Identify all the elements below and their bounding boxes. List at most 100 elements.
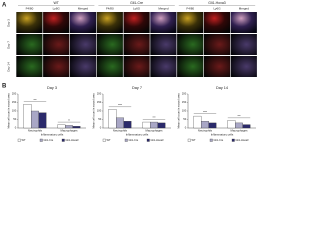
x-tick-label: Neutrophils — [28, 129, 43, 133]
micrograph — [43, 34, 70, 55]
bar — [38, 112, 47, 129]
legend-label: Gli1-Cre — [44, 138, 54, 142]
legend-swatch — [39, 138, 43, 142]
micrograph — [123, 56, 150, 77]
micrograph — [43, 12, 70, 33]
bar — [227, 120, 236, 129]
significance-label: **** — [118, 103, 122, 107]
channel-title: Ly6G — [133, 6, 141, 10]
channel-title: Ly6G — [53, 6, 61, 10]
micrograph — [69, 12, 97, 33]
micrograph — [96, 12, 123, 33]
legend-label: WT — [192, 138, 196, 142]
legend-label: Gli1-Hoxa3 — [66, 138, 80, 142]
y-tick-label: 150 — [182, 100, 187, 104]
chart-title: Day 3 — [47, 86, 57, 90]
y-tick-label: 0 — [100, 126, 102, 130]
chart-title: Day 14 — [216, 86, 228, 90]
legend-swatch — [61, 138, 65, 142]
micrograph — [177, 12, 204, 33]
significance-label: **** — [203, 110, 207, 114]
y-tick-label: 200 — [97, 92, 102, 96]
y-axis-label: Mean cell count in wound area — [92, 93, 96, 129]
channel-title: Ly6G — [213, 6, 221, 10]
y-tick-label: 150 — [12, 100, 17, 104]
y-tick-label: 100 — [12, 109, 17, 113]
y-tick-label: 200 — [182, 92, 187, 96]
bar — [57, 124, 66, 129]
micrograph — [123, 12, 150, 33]
channel-title: Merged — [78, 6, 89, 10]
micrograph — [16, 34, 43, 55]
y-tick-label: 0 — [185, 126, 187, 130]
micrograph — [230, 56, 257, 77]
micrograph — [177, 34, 204, 55]
micrograph — [203, 12, 231, 33]
channel-title: F4/80 — [186, 6, 194, 10]
micrograph — [96, 56, 123, 77]
bar — [108, 109, 117, 129]
x-tick-label: Macrophages — [231, 129, 249, 133]
bar — [23, 104, 32, 129]
legend-label: WT — [22, 138, 26, 142]
y-axis-label: Mean cell count in wound area — [177, 93, 181, 129]
y-tick-label: 50 — [13, 117, 16, 121]
x-axis-label: Inflammatory cells — [126, 133, 149, 137]
y-tick-label: 0 — [15, 126, 17, 130]
micrograph — [150, 34, 177, 55]
micrograph — [230, 34, 257, 55]
row-label: Day 3 — [6, 19, 10, 27]
legend-swatch — [124, 138, 128, 142]
legend-swatch — [187, 138, 191, 142]
bar — [201, 121, 209, 129]
channel-title: Merged — [158, 6, 169, 10]
row-label: Day 7 — [6, 41, 10, 49]
micrograph — [69, 56, 97, 77]
micrograph — [203, 34, 231, 55]
y-tick-label: 150 — [97, 100, 102, 104]
row-label: Day 14 — [6, 62, 10, 72]
group-title: Gli1-Cre — [130, 1, 143, 5]
micrograph — [96, 34, 123, 55]
y-tick-label: 50 — [183, 117, 186, 121]
legend-swatch — [146, 138, 150, 142]
micrograph — [69, 34, 97, 55]
x-axis-label: Inflammatory cells — [211, 133, 234, 137]
y-tick-label: 50 — [98, 117, 101, 121]
legend-label: WT — [107, 138, 111, 142]
significance-label: ** — [68, 118, 70, 122]
panel-label: A — [2, 3, 7, 9]
bar — [31, 110, 39, 129]
group-title: WT — [53, 1, 59, 5]
y-tick-label: 200 — [12, 92, 17, 96]
panel-label: B — [2, 84, 7, 90]
bar — [208, 122, 217, 129]
figure: A B WT F4/80 Ly6G Merged Gli1-Cre F4/80 Ly6G Me… — [2, 1, 257, 142]
x-axis-label: Inflammatory cells — [41, 133, 64, 137]
bar — [116, 117, 124, 129]
bar — [235, 122, 243, 129]
legend-swatch — [17, 138, 21, 142]
significance-label: *** — [152, 116, 155, 120]
legend-label: Gli1-Cre — [214, 138, 224, 142]
bar — [150, 121, 158, 129]
micrograph — [150, 56, 177, 77]
micrograph — [43, 56, 70, 77]
legend-swatch — [102, 138, 106, 142]
y-tick-label: 100 — [182, 109, 187, 113]
micrograph — [16, 56, 43, 77]
legend-label: Gli1-Hoxa3 — [236, 138, 250, 142]
bar — [123, 121, 132, 129]
bar — [157, 122, 166, 129]
bar — [65, 125, 73, 129]
legend-label: Gli1-Hoxa3 — [151, 138, 165, 142]
x-tick-label: Neutrophils — [113, 129, 128, 133]
channel-title: F4/80 — [106, 6, 114, 10]
chart-title: Day 7 — [132, 86, 142, 90]
micrograph — [150, 12, 177, 33]
legend-swatch — [231, 138, 235, 142]
micrograph — [16, 12, 43, 33]
micrograph — [230, 12, 257, 33]
micrograph — [123, 34, 150, 55]
y-tick-label: 100 — [97, 109, 102, 113]
